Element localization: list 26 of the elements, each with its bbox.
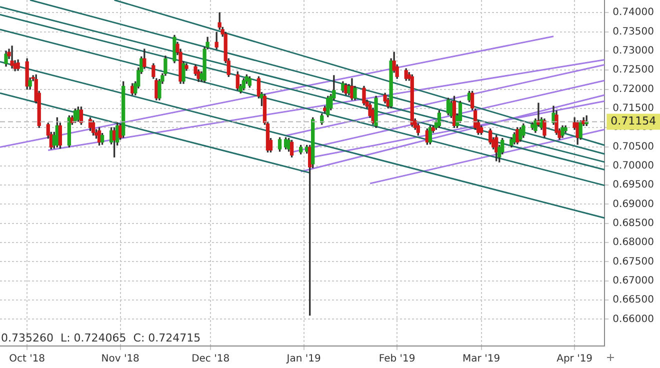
x-tick-label: Jan '19 (286, 354, 321, 365)
y-tick-label: 0.68500 (612, 218, 654, 229)
y-tick-label: 0.66000 (612, 314, 654, 325)
x-tick-label: Mar '19 (462, 354, 500, 365)
y-tick-label: 0.73000 (612, 46, 654, 57)
ref-line-label: 0.71154 (610, 114, 656, 128)
y-tick-label: 0.66500 (612, 294, 654, 306)
x-tick-label: Feb '19 (378, 354, 416, 365)
y-tick-label: 0.69500 (612, 180, 654, 191)
x-tick-label: Dec '18 (192, 354, 230, 365)
y-tick-label: 0.73500 (612, 26, 654, 38)
y-tick-label: 0.69000 (612, 198, 654, 210)
y-tick-label: 0.67500 (612, 256, 654, 268)
y-tick-label: 0.74000 (612, 7, 654, 18)
candlestick (10, 46, 14, 69)
y-tick-label: 0.72500 (612, 64, 654, 76)
x-tick-label: Nov '18 (101, 354, 140, 365)
annotation: 0.735260 L: 0.724065 C: 0.724715 (1, 331, 201, 344)
y-tick-label: 0.70000 (612, 160, 654, 172)
y-tick-label: 0.68000 (612, 237, 654, 248)
y-tick-label: 0.72000 (612, 84, 654, 95)
x-tick-label: Oct '18 (9, 354, 46, 365)
y-tick-label: 0.71500 (612, 103, 654, 114)
y-tick-label: 0.70500 (612, 141, 654, 152)
y-tick-label: 0.67000 (612, 275, 654, 286)
x-tick-label: Apr '19 (556, 354, 593, 365)
